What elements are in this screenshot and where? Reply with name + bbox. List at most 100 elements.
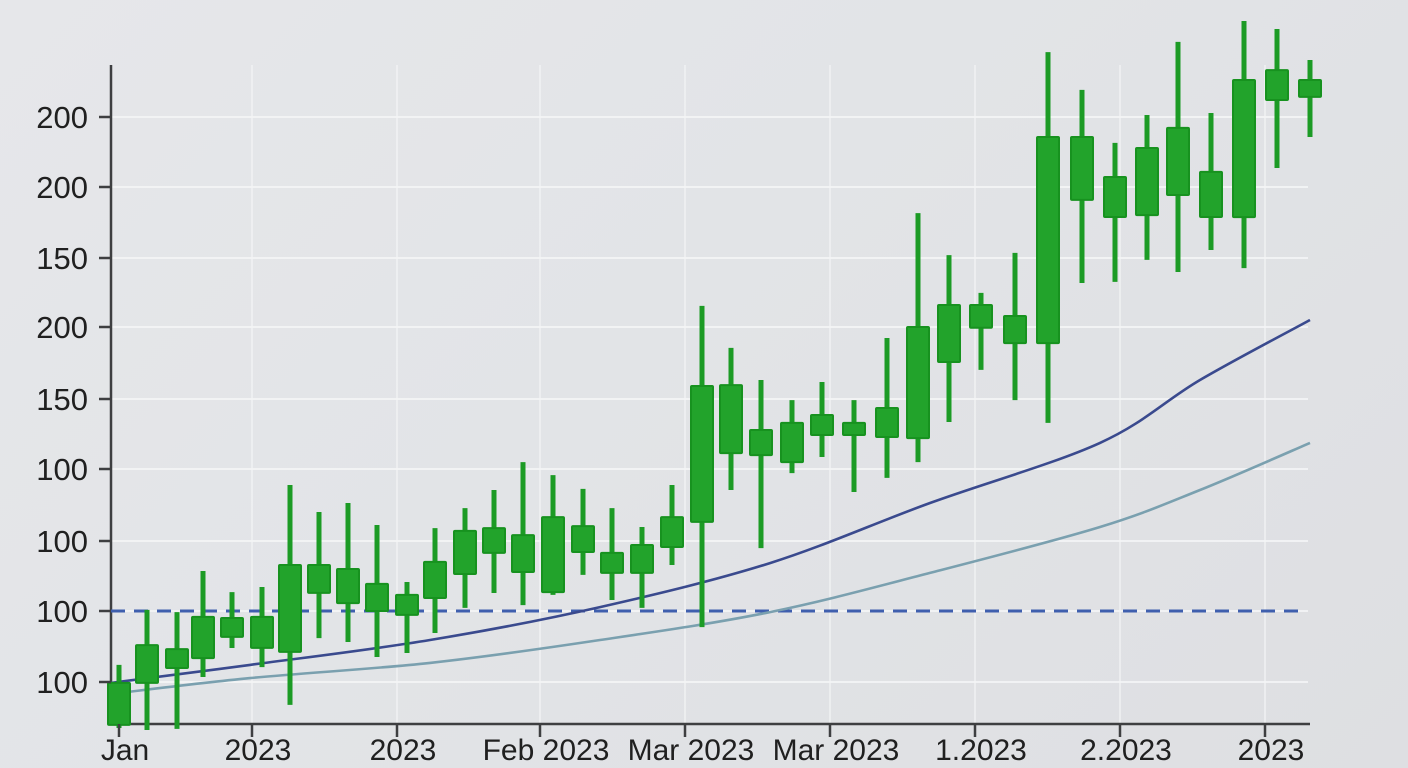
candle-body (1298, 79, 1322, 98)
candle (250, 587, 274, 668)
candle (423, 528, 447, 633)
candle-body (395, 593, 419, 616)
lower-trend-line (110, 441, 1311, 696)
candle (1232, 21, 1256, 269)
y-tick-label: 200 (36, 170, 88, 205)
candle (511, 462, 535, 606)
candle-body (307, 564, 331, 594)
candle (1135, 114, 1159, 260)
candle (135, 609, 159, 731)
candle (365, 524, 389, 657)
candle (107, 664, 131, 729)
candle-body (1103, 176, 1127, 218)
upper-trend-line (110, 318, 1311, 685)
y-tick-label: 100 (36, 452, 88, 487)
candle-body (1265, 69, 1289, 101)
candle-body (423, 560, 447, 600)
candle-body (191, 615, 215, 660)
candle (969, 292, 993, 370)
candle (937, 255, 961, 423)
candle (1070, 89, 1094, 284)
candle (165, 612, 189, 729)
candle-body (336, 568, 360, 605)
candle (395, 581, 419, 654)
candle (906, 213, 930, 463)
candle (719, 347, 743, 491)
candle-body (571, 525, 595, 553)
candle-body (453, 529, 477, 576)
candle (278, 484, 302, 705)
candle (1166, 41, 1190, 273)
candle-body (1166, 126, 1190, 196)
candle (690, 305, 714, 628)
candle-body (937, 304, 961, 363)
candle-body (482, 527, 506, 554)
candle-body (541, 516, 565, 594)
candle-body (719, 384, 743, 455)
candle-body (511, 534, 535, 573)
candle (482, 490, 506, 593)
tick-labels: 200 200 150 200 150 100 100 100 100 Jan 2023 2023 Fe… (36, 100, 1304, 767)
candle (630, 526, 654, 608)
candle-body (810, 414, 834, 436)
candle-body (278, 564, 302, 653)
x-tick-label: Feb 2023 (483, 734, 610, 767)
candle-body (1003, 315, 1027, 345)
candle (749, 380, 773, 549)
candle-body (630, 544, 654, 574)
candle-body (1135, 147, 1159, 217)
candle-body (1036, 136, 1060, 345)
y-tick-label: 200 (36, 310, 88, 345)
candle (1036, 52, 1060, 423)
y-tick-label: 100 (36, 524, 88, 559)
candle-body (969, 304, 993, 329)
candle (1003, 252, 1027, 401)
candle (600, 508, 624, 601)
x-tick-label: Mar 2023 (773, 734, 900, 767)
candle-body (660, 516, 684, 548)
candle (780, 400, 804, 474)
candle (875, 338, 899, 478)
candle-body (749, 429, 773, 457)
x-tick-label: Mar 2023 (628, 734, 755, 767)
candle (660, 484, 684, 566)
candle-body (780, 421, 804, 464)
candle (1298, 59, 1322, 137)
candle-body (842, 421, 866, 436)
candle-body (250, 615, 274, 649)
y-tick-label: 100 (36, 665, 88, 700)
x-tick-label: 1.2023 (935, 734, 1027, 767)
x-tick-label: 2023 (370, 734, 437, 767)
x-tick-label: Jan (101, 734, 149, 767)
candle-body (165, 648, 189, 669)
candle-body (906, 326, 930, 440)
candle-body (690, 385, 714, 523)
candle (191, 570, 215, 677)
candle (336, 502, 360, 643)
candle-body (135, 644, 159, 684)
candle-body (600, 551, 624, 574)
candle-body (220, 617, 244, 638)
y-tick-label: 150 (36, 382, 88, 417)
candle-body (1070, 136, 1094, 201)
candle (307, 512, 331, 639)
candle (1103, 142, 1127, 282)
y-tick-label: 200 (36, 100, 88, 135)
candle (220, 592, 244, 648)
candle (571, 488, 595, 575)
candle-body (1232, 79, 1256, 219)
candle-body (875, 407, 899, 438)
axes (109, 65, 1310, 726)
y-tick-label: 150 (36, 241, 88, 276)
candle (453, 508, 477, 608)
y-tick-label: 100 (36, 594, 88, 629)
candle (1265, 28, 1289, 168)
x-tick-label: 2.2023 (1080, 734, 1172, 767)
candle-body (107, 681, 131, 726)
candles (107, 21, 1322, 731)
candle (842, 400, 866, 492)
candle (810, 382, 834, 458)
candle (1199, 112, 1223, 251)
